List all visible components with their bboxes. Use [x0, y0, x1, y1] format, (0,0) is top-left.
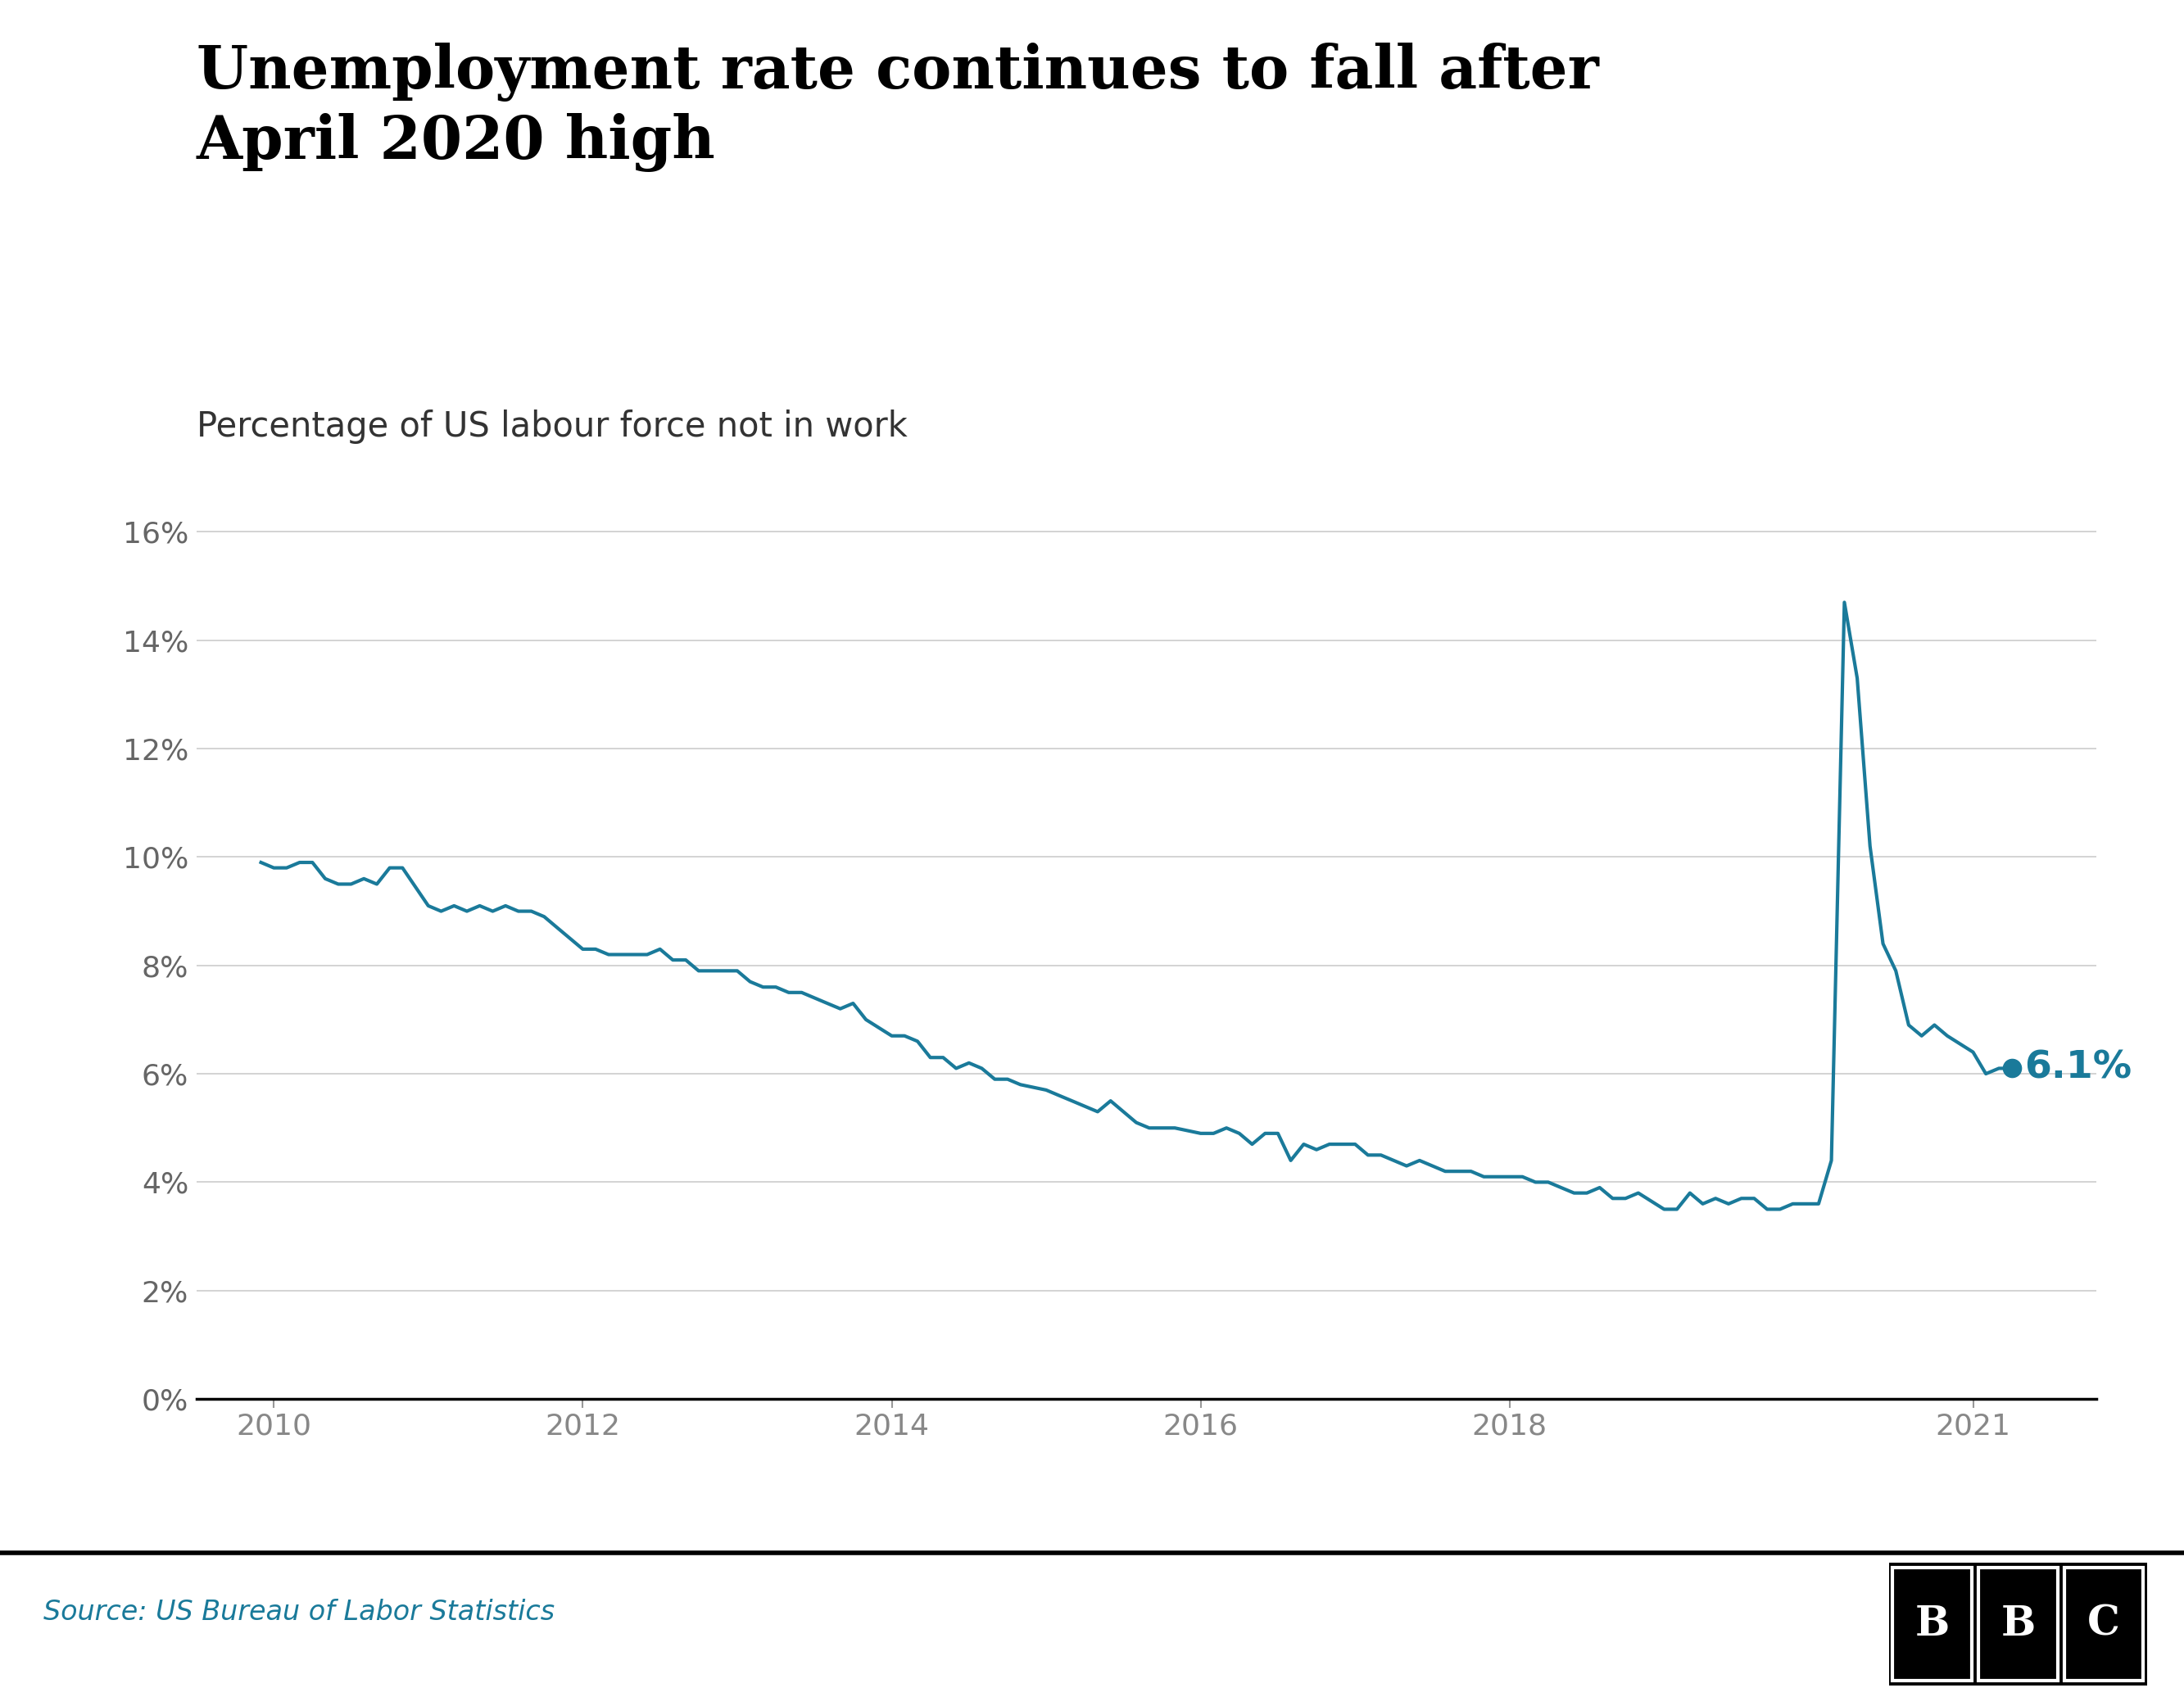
Bar — [1894, 1568, 1972, 1680]
Text: B: B — [2001, 1604, 2035, 1645]
Text: B: B — [1915, 1604, 1950, 1645]
Text: 6.1%: 6.1% — [2025, 1049, 2132, 1087]
Text: Percentage of US labour force not in work: Percentage of US labour force not in wor… — [197, 409, 909, 444]
Bar — [1979, 1568, 2057, 1680]
Text: Source: US Bureau of Labor Statistics: Source: US Bureau of Labor Statistics — [44, 1599, 555, 1626]
Text: Unemployment rate continues to fall after
April 2020 high: Unemployment rate continues to fall afte… — [197, 43, 1599, 172]
Text: C: C — [2088, 1604, 2121, 1645]
Bar — [2064, 1568, 2143, 1680]
